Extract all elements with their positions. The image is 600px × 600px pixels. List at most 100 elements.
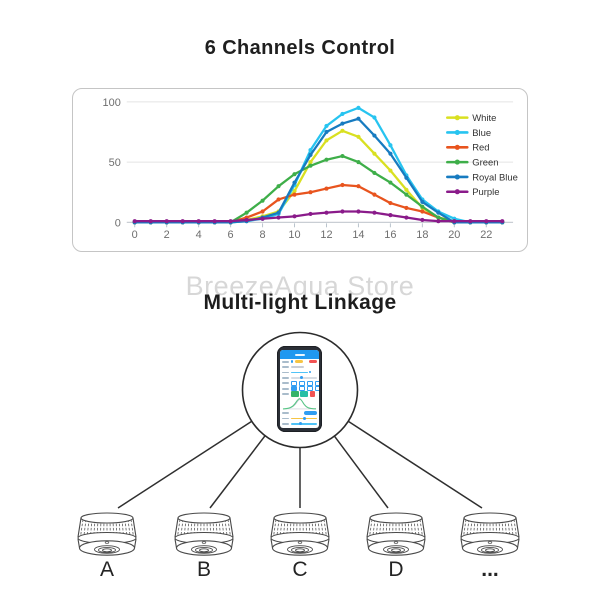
series-point — [356, 209, 361, 214]
series-point — [356, 160, 361, 165]
series-point — [388, 168, 393, 173]
series-point — [340, 121, 345, 126]
light-fixture-B: B — [174, 512, 234, 581]
section-title: Multi-light Linkage — [203, 291, 397, 314]
device-label: C — [292, 558, 307, 581]
series-point — [388, 180, 393, 185]
x-tick-label: 4 — [196, 229, 202, 241]
x-tick-label: 18 — [416, 229, 428, 241]
x-tick-label: 14 — [352, 229, 364, 241]
series-point — [436, 219, 441, 224]
series-point — [388, 200, 393, 206]
series-point — [436, 210, 441, 215]
series-point — [468, 219, 473, 224]
light-fixture-D: D — [366, 512, 426, 581]
series-point — [308, 147, 313, 153]
series-line-blue — [133, 106, 504, 224]
series-point — [260, 198, 265, 203]
series-point — [340, 153, 345, 159]
legend-label: Purple — [472, 186, 499, 197]
series-point — [292, 192, 297, 197]
series-point — [356, 134, 361, 139]
phone-row — [280, 427, 319, 428]
series-point — [420, 204, 425, 209]
legend-marker — [454, 174, 460, 180]
legend-label: Green — [472, 157, 498, 168]
series-point — [196, 219, 201, 224]
series-point — [276, 197, 281, 202]
phone-row — [280, 416, 319, 421]
series-point — [308, 152, 313, 157]
legend-marker — [454, 129, 460, 136]
x-tick-label: 12 — [320, 229, 332, 241]
series-point — [340, 182, 345, 188]
y-tick-label: 50 — [109, 157, 121, 169]
light-fixture-A: A — [77, 512, 137, 581]
legend-label: Royal Blue — [472, 171, 518, 182]
legend-label: White — [472, 112, 496, 123]
series-point — [452, 219, 457, 224]
legend-marker — [454, 144, 460, 150]
y-tick-label: 100 — [103, 97, 121, 109]
series-point — [372, 170, 377, 176]
series-point — [420, 217, 425, 223]
series-point — [404, 215, 409, 220]
series-point — [276, 184, 281, 189]
series-point — [292, 180, 297, 185]
device-label: ... — [481, 558, 499, 581]
series-point — [356, 116, 361, 121]
series-point — [260, 209, 265, 214]
series-point — [212, 219, 217, 224]
phone-row — [280, 380, 319, 386]
y-tick-label: 0 — [115, 217, 121, 229]
series-point — [404, 175, 409, 180]
x-tick-label: 2 — [164, 229, 170, 241]
device-label: D — [388, 558, 403, 581]
series-point — [276, 210, 281, 215]
series-point — [324, 186, 329, 191]
x-tick-label: 6 — [228, 229, 234, 241]
series-point — [308, 160, 313, 165]
channels-chart-svg: 0 50 100 0 2 4 6 8 10 12 14 16 18 20 22 White Blue Red Gre… — [103, 97, 518, 241]
channels-chart-panel: 0 50 100 0 2 4 6 8 10 12 14 16 18 20 22 White Blue Red Gre… — [72, 88, 528, 252]
phone-icon — [277, 346, 322, 432]
series-point — [308, 163, 313, 168]
series-point — [148, 219, 153, 224]
x-tick-label: 0 — [132, 229, 138, 241]
series-point — [324, 129, 329, 135]
legend-item-white: White — [446, 112, 496, 123]
phone-row — [280, 391, 319, 397]
series-point — [308, 190, 313, 195]
phone-curve-chart — [280, 397, 319, 410]
series-point — [180, 219, 185, 224]
legend-marker — [454, 189, 460, 195]
legend-label: Blue — [472, 127, 491, 138]
connection-line-1 — [209, 435, 266, 509]
series-point — [244, 210, 249, 215]
phone-row — [280, 421, 319, 426]
phone-row — [280, 370, 319, 375]
series-point — [372, 210, 377, 215]
series-point — [164, 219, 169, 224]
store-watermark: BreezeAqua Store — [185, 271, 415, 301]
series-point — [372, 115, 377, 120]
x-tick-label: 8 — [260, 229, 266, 241]
series-point — [404, 187, 409, 192]
series-line-purple — [133, 210, 504, 223]
phone-row — [280, 385, 319, 392]
series-point — [388, 151, 393, 156]
series-point — [260, 216, 265, 221]
phone-row — [280, 364, 319, 369]
series-point — [484, 219, 489, 224]
series-point — [372, 133, 377, 138]
series-line-royal-blue — [133, 117, 504, 224]
series-point — [340, 209, 345, 214]
series-point — [372, 192, 377, 197]
connection-line-3 — [333, 435, 389, 509]
phone-row — [280, 410, 319, 416]
series-point — [404, 205, 409, 210]
device-label: B — [197, 558, 211, 581]
legend-item-blue: Blue — [446, 127, 491, 138]
series-point — [404, 192, 409, 197]
series-point — [436, 215, 441, 220]
